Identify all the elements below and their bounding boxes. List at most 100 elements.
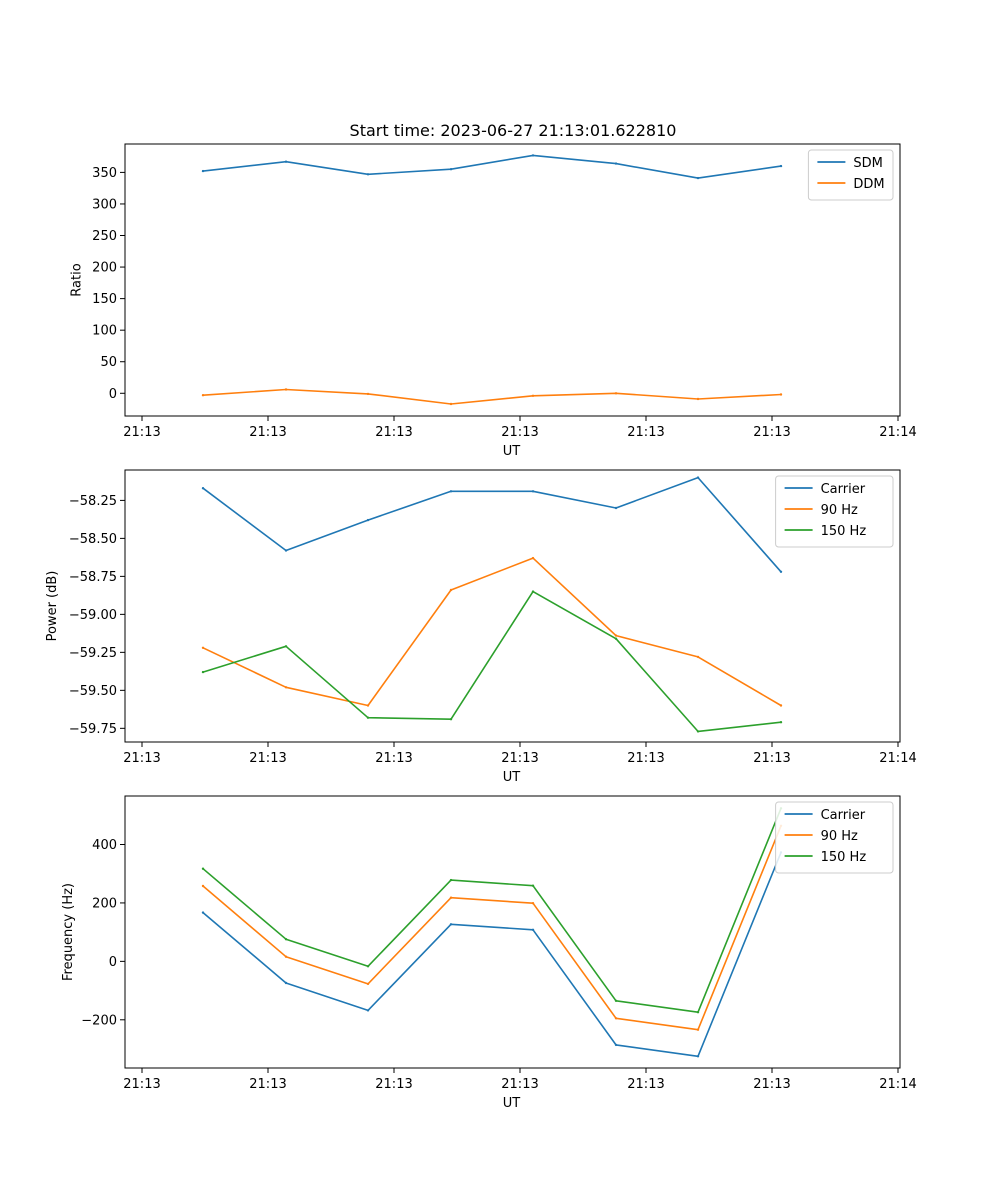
data-point — [779, 704, 783, 707]
x-tick-label: 21:13 — [753, 1077, 790, 1092]
y-tick-label: 200 — [92, 896, 117, 911]
series-90-hz — [201, 556, 783, 707]
y-tick-label: −59.50 — [69, 684, 117, 699]
data-point — [696, 655, 700, 659]
data-point — [366, 704, 370, 707]
x-tick-label: 21:13 — [501, 751, 538, 766]
legend-label: Carrier — [821, 482, 866, 497]
y-tick-label: 0 — [109, 387, 117, 402]
legend-label: DDM — [853, 177, 884, 192]
data-point — [201, 867, 205, 870]
series-line — [202, 476, 782, 573]
series-150-hz — [201, 590, 783, 733]
y-axis-label: Ratio — [69, 263, 84, 296]
data-point — [531, 590, 535, 593]
data-point — [201, 884, 205, 888]
data-point — [284, 549, 288, 552]
data-point — [779, 721, 783, 724]
y-tick-label: 50 — [100, 355, 117, 370]
y-tick-label: 0 — [109, 955, 117, 970]
legend: Carrier 90 Hz 150 Hz — [775, 475, 894, 548]
y-tick-label: −58.75 — [69, 570, 117, 585]
x-tick-label: 21:13 — [375, 1077, 412, 1092]
x-tick-label: 21:13 — [249, 425, 286, 440]
series-line — [202, 154, 782, 179]
data-point — [614, 1043, 618, 1047]
legend: SDM DDM — [807, 149, 894, 201]
x-tick-label: 21:13 — [627, 751, 664, 766]
data-point — [449, 168, 453, 171]
series-sdm — [201, 154, 783, 180]
data-point — [449, 923, 453, 926]
data-point — [779, 393, 783, 396]
x-tick-label: 21:14 — [879, 1077, 916, 1092]
chart-title: Start time: 2023-06-27 21:13:01.622810 — [350, 121, 677, 140]
data-point — [366, 392, 370, 396]
data-point — [614, 634, 618, 637]
data-point — [201, 394, 205, 397]
x-axis-label: UT — [503, 770, 521, 785]
subplot-1: 21:13 21:13 21:13 21:13 21:13 21:13 21:14 UT 0 50… — [69, 143, 917, 459]
x-tick-label: 21:13 — [249, 751, 286, 766]
data-point — [696, 397, 700, 401]
data-point — [284, 955, 288, 958]
data-point — [614, 637, 618, 640]
axes-frame — [124, 795, 901, 1069]
legend-label: Carrier — [821, 808, 866, 823]
series-line — [202, 557, 782, 707]
legend-label: 150 Hz — [821, 524, 867, 539]
x-tick-label: 21:13 — [627, 1077, 664, 1092]
data-point — [366, 982, 370, 986]
data-point — [366, 965, 370, 968]
x-axis-label: UT — [503, 1096, 521, 1111]
data-point — [696, 1028, 700, 1031]
legend: Carrier 90 Hz 150 Hz — [775, 801, 894, 874]
series-carrier — [201, 476, 783, 573]
data-point — [449, 490, 453, 493]
data-point — [779, 164, 783, 168]
data-point — [696, 1055, 700, 1058]
data-point — [531, 556, 535, 560]
data-point — [284, 686, 288, 689]
y-tick-label: 250 — [92, 229, 117, 244]
series-ddm — [201, 388, 783, 406]
y-axis-label: Frequency (Hz) — [61, 883, 76, 981]
data-point — [449, 896, 453, 899]
data-point — [201, 911, 205, 914]
y-tick-label: −59.75 — [69, 722, 117, 737]
data-point — [449, 402, 453, 406]
data-point — [449, 878, 453, 882]
y-tick-label: −58.50 — [69, 532, 117, 547]
x-tick-label: 21:13 — [753, 425, 790, 440]
data-point — [201, 487, 205, 490]
series-90-hz — [201, 824, 783, 1031]
axes-frame — [124, 469, 901, 743]
data-point — [696, 730, 700, 733]
y-tick-label: −200 — [81, 1013, 117, 1028]
x-tick-label: 21:13 — [123, 1077, 160, 1092]
data-point — [779, 570, 783, 573]
series-line — [202, 388, 782, 405]
x-tick-label: 21:13 — [501, 1077, 538, 1092]
x-tick-label: 21:13 — [375, 425, 412, 440]
data-point — [366, 518, 370, 522]
data-point — [449, 588, 453, 592]
data-point — [531, 394, 535, 397]
data-point — [201, 646, 205, 649]
x-tick-label: 21:14 — [879, 425, 916, 440]
series-line — [202, 852, 782, 1058]
x-axis-label: UT — [503, 444, 521, 459]
data-point — [201, 169, 205, 173]
data-point — [614, 392, 618, 395]
data-point — [614, 162, 618, 165]
data-point — [366, 1009, 370, 1012]
y-axis-label: Power (dB) — [45, 571, 60, 642]
x-tick-label: 21:13 — [375, 751, 412, 766]
data-point — [614, 1017, 618, 1020]
data-point — [284, 645, 288, 648]
legend-label: SDM — [853, 156, 882, 171]
axes-frame — [124, 143, 901, 417]
series-150-hz — [201, 807, 783, 1014]
x-tick-label: 21:13 — [501, 425, 538, 440]
